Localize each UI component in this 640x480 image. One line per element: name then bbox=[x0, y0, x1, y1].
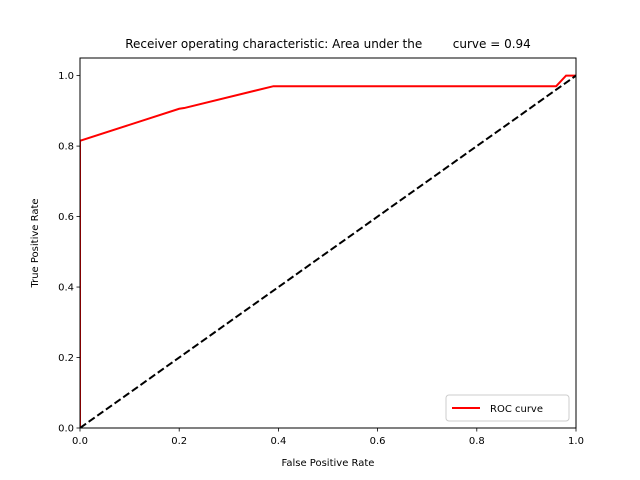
y-tick-label: 0.8 bbox=[58, 142, 74, 153]
plot-area bbox=[80, 74, 576, 428]
legend: ROC curve bbox=[445, 394, 570, 422]
x-axis-label: False Positive Rate bbox=[282, 458, 375, 469]
series-line-roc-curve bbox=[80, 74, 576, 428]
y-tick-label: 0.4 bbox=[58, 283, 74, 294]
y-tick-label: 0.2 bbox=[58, 353, 74, 364]
y-axis-label: True Positive Rate bbox=[30, 198, 41, 288]
axis-ticks: 0.0 0.2 0.4 0.6 0.8 1.0 0.0 0.2 0.4 0.6 0.8 1.0 bbox=[58, 71, 584, 447]
y-tick-label: 0.6 bbox=[58, 212, 74, 223]
x-tick-label: 1.0 bbox=[568, 436, 584, 447]
x-tick-label: 0.2 bbox=[171, 436, 187, 447]
legend-box bbox=[445, 394, 570, 422]
legend-label-roc-curve: ROC curve bbox=[490, 404, 543, 415]
diagonal-reference-line bbox=[80, 74, 576, 428]
chart-title: Receiver operating characteristic: Area … bbox=[125, 37, 531, 51]
x-tick-label: 0.6 bbox=[370, 436, 386, 447]
axes-frame bbox=[79, 57, 577, 429]
x-tick-label: 0.0 bbox=[72, 436, 88, 447]
x-tick-label: 0.4 bbox=[270, 436, 286, 447]
y-tick-label: 1.0 bbox=[58, 71, 74, 82]
y-tick-label: 0.0 bbox=[58, 424, 74, 435]
x-tick-label: 0.8 bbox=[469, 436, 485, 447]
